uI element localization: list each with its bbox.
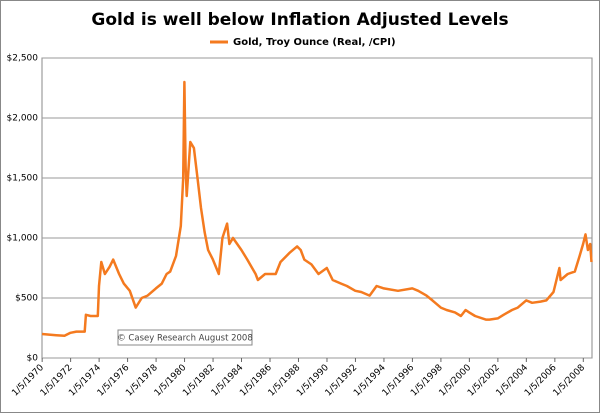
y-tick-label: $500 [15,294,38,304]
y-tick-label: $0 [27,354,39,364]
y-tick-label: $2,000 [7,114,39,124]
y-tick-label: $2,500 [7,54,39,64]
y-tick-label: $1,000 [7,234,39,244]
line [41,80,593,338]
chart-title: Gold is well below Inflation Adjusted Le… [91,10,508,30]
y-tick-label: $1,500 [7,174,39,184]
annotation: © Casey Research August 2008 [117,334,253,344]
annotation-box [117,329,253,346]
legend-label: Gold, Troy Ounce (Real, /CPI) [233,37,396,48]
plot-area [41,57,593,359]
